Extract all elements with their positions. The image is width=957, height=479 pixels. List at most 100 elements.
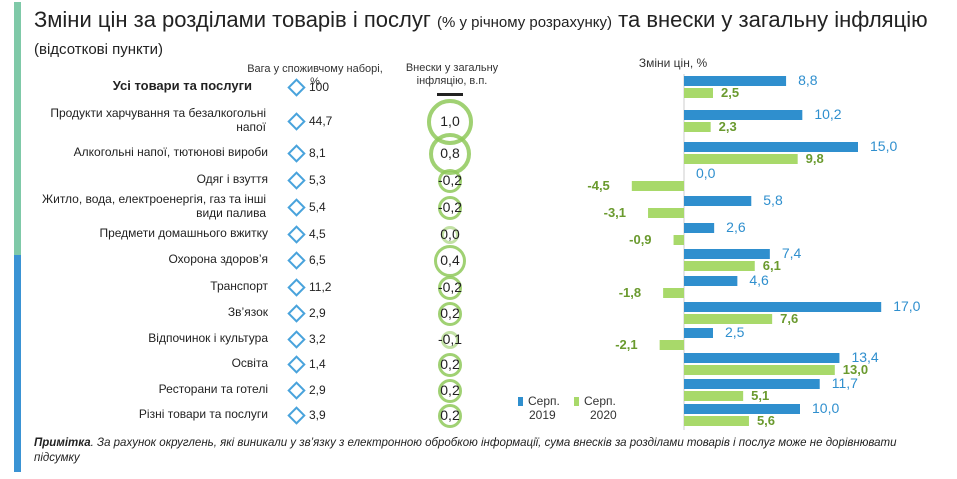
title-sub: (відсоткові пункти): [34, 41, 164, 58]
bar-2019: [684, 142, 858, 152]
contribution-bubble: [438, 302, 462, 326]
weight-value: 3,9: [309, 408, 326, 422]
bar-label-2019: 11,7: [832, 375, 858, 391]
bar-2019: [684, 276, 738, 286]
bar-2020: [684, 391, 744, 401]
contribution-value: 0,2: [440, 305, 460, 321]
accent-bar-top: [14, 2, 21, 255]
category-label: Алкогольні напої, тютюнові вироби: [73, 145, 268, 159]
bar-2019: [684, 353, 840, 363]
contribution-value: 0,8: [440, 145, 460, 161]
weight-value: 2,9: [309, 306, 326, 320]
category-label: Одяг і взуття: [196, 172, 268, 186]
bar-2019: [684, 110, 803, 120]
contribution-value: 0,4: [440, 252, 460, 268]
bar-label-2019: 4,6: [749, 272, 769, 288]
contribution-value: 0,0: [440, 226, 460, 242]
category-label: Зв’язок: [227, 305, 268, 319]
title-paren: (% у річному розрахунку): [436, 14, 613, 31]
contribution-bubble: [438, 169, 462, 193]
bar-label-2019: 5,8: [763, 192, 783, 208]
contribution-bubble: [438, 353, 462, 377]
contribution-bubble: [434, 245, 466, 277]
bar-2020: [663, 288, 684, 298]
contribution-value: -0,2: [437, 279, 463, 295]
bar-label-2019: 2,5: [725, 324, 745, 340]
category-label: Продукти харчування та безалкогольні нап…: [50, 106, 266, 134]
category-label: Різні товари та послуги: [138, 407, 268, 421]
bar-label-2019: 2,6: [726, 219, 746, 235]
title-main-b: та внески у загальну інфляцію: [618, 7, 928, 32]
bar-label-2019: 17,0: [893, 298, 920, 314]
legend-2019: Серп. 2019: [528, 394, 560, 422]
footnote-text: . За рахунок округлень, які виникали у з…: [34, 437, 897, 464]
category-label: Житло, вода, електроенергія, газ та інші…: [42, 192, 266, 220]
bar-label-2020: -1,8: [619, 285, 641, 300]
header-weight: Вага у споживчому наборі, %: [247, 63, 383, 88]
bar-2019: [684, 379, 820, 389]
category-label: Ресторани та готелі: [158, 382, 268, 396]
contribution-bubble: [438, 196, 462, 220]
weight-value: 1,4: [309, 357, 326, 371]
header-change: Зміни цін, %: [638, 56, 708, 70]
bar-label-2019: 0,0: [696, 165, 716, 181]
contribution-bubble: [438, 379, 462, 403]
bar-label-2020: -2,1: [615, 337, 637, 352]
contribution-value: -0,2: [437, 172, 463, 188]
bar-label-2020: 13,0: [843, 362, 868, 377]
bar-2020: [659, 340, 684, 350]
bar-2020: [673, 235, 684, 245]
legend-2020: Серп. 2020: [584, 394, 617, 422]
bar-label-2019: 15,0: [870, 138, 897, 154]
bar-2019: [684, 302, 882, 312]
chart-title: Зміни цін за розділами товарів і послуг …: [34, 8, 934, 62]
title-main-a: Зміни цін за розділами товарів і послуг: [34, 7, 431, 32]
header-contribution-marker: [437, 93, 463, 96]
bar-label-2019: 7,4: [782, 245, 802, 261]
accent-bar-bottom: [14, 255, 21, 472]
bar-label-2020: 2,5: [721, 85, 739, 100]
bar-2019: [684, 328, 713, 338]
bar-2020: [684, 122, 711, 132]
legend-swatch-2019: [518, 397, 523, 406]
bar-2020: [631, 181, 684, 191]
category-label: Усі товари та послуги: [112, 78, 252, 93]
weight-value: 2,9: [309, 383, 326, 397]
bar-label-2020: -3,1: [604, 205, 626, 220]
contribution-bubble: [438, 404, 462, 428]
bar-label-2019: 13,4: [851, 349, 878, 365]
bar-2019: [684, 404, 800, 414]
bar-label-2019: 10,2: [814, 106, 841, 122]
category-label: Предмети домашнього вжитку: [99, 226, 268, 240]
bar-2020: [684, 88, 713, 98]
bar-2019: [684, 223, 715, 233]
category-label: Охорона здоров’я: [168, 252, 268, 266]
bar-label-2020: -4,5: [587, 178, 609, 193]
bar-2020: [684, 154, 798, 164]
contribution-bubble: [441, 226, 459, 244]
weight-value: 11,2: [309, 280, 332, 294]
bar-2020: [648, 208, 684, 218]
legend-2020-line2: 2020: [590, 408, 617, 422]
bar-label-2020: 5,6: [757, 413, 775, 428]
category-label: Освіта: [231, 356, 268, 370]
bar-label-2020: -0,9: [629, 232, 651, 247]
contribution-bubble: [441, 331, 459, 349]
weight-value: 100: [309, 80, 330, 94]
weight-value: 8,1: [309, 146, 326, 160]
weight-value: 6,5: [309, 253, 326, 267]
contribution-value: 1,0: [440, 113, 460, 129]
category-label: Відпочинок і культура: [148, 331, 268, 345]
footnote: Примітка. За рахунок округлень, які вини…: [34, 436, 914, 466]
bar-label-2020: 7,6: [780, 311, 798, 326]
contribution-value: 0,2: [440, 356, 460, 372]
bar-label-2019: 10,0: [812, 400, 839, 416]
contribution-value: 0,2: [440, 407, 460, 423]
category-label: Транспорт: [210, 279, 268, 293]
legend-2019-line2: 2019: [529, 408, 556, 422]
bar-label-2019: 8,8: [798, 72, 818, 88]
weight-value: 44,7: [309, 114, 333, 128]
legend-2020-line1: Серп.: [584, 394, 616, 408]
bar-2020: [684, 261, 755, 271]
bar-2019: [684, 76, 787, 86]
